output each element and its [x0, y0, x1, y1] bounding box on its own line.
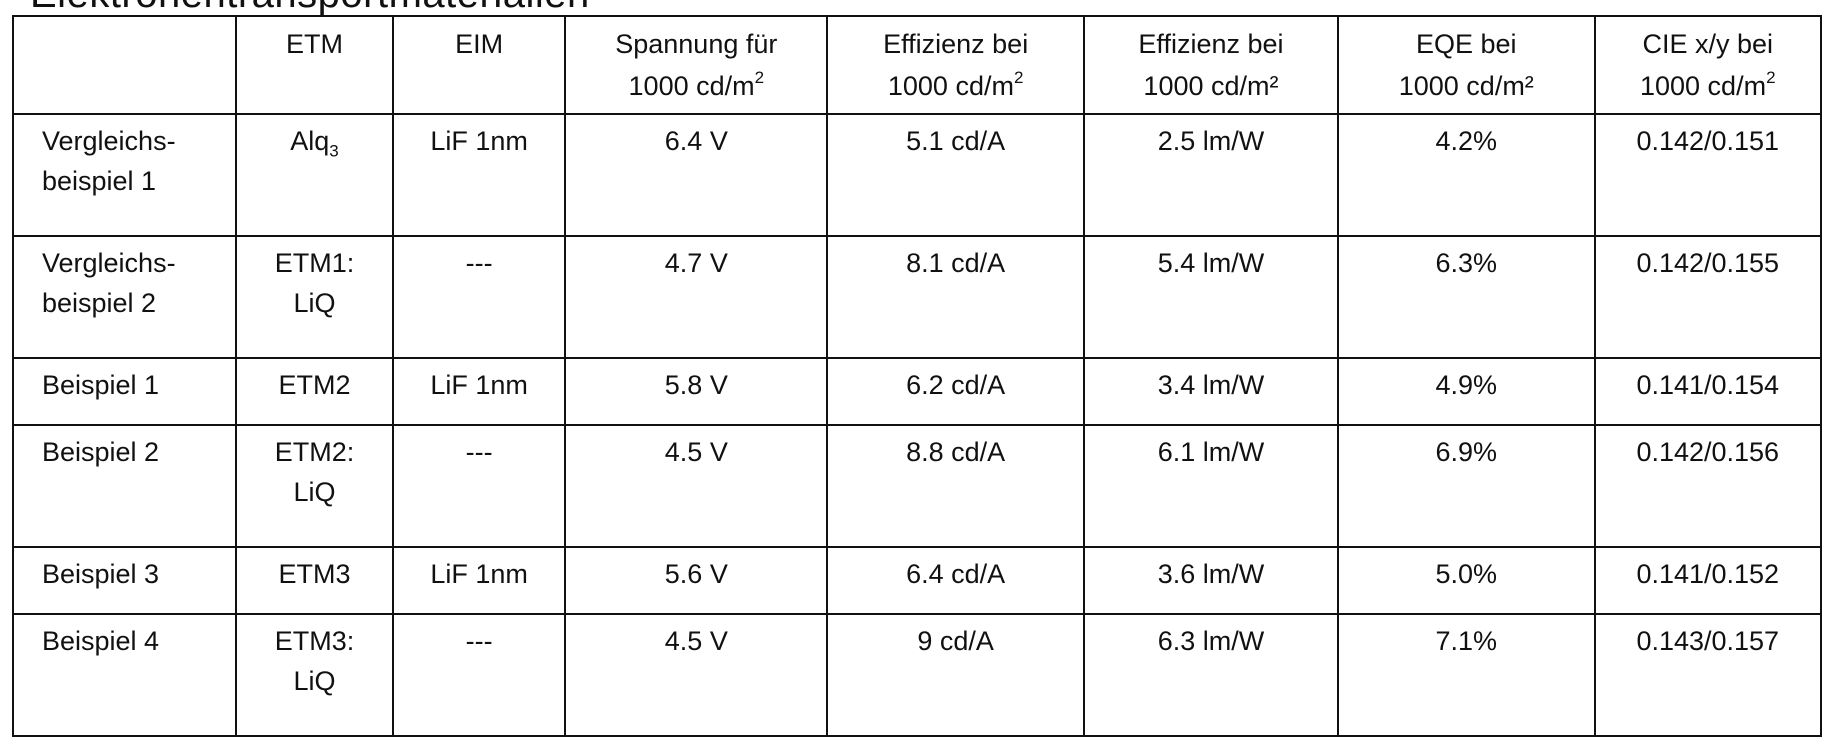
eim-cell: LiF 1nm	[392, 545, 567, 616]
cie-cell: 0.143/0.157	[1593, 613, 1823, 737]
spannung-cell: 4.5 V	[564, 423, 829, 548]
table-row: Vergleichs- beispiel 1 Alq3 LiF 1nm 6.4 …	[12, 113, 1823, 237]
row-label: Beispiel 3	[12, 545, 237, 616]
column-header-spannung: Spannung für 1000 cd/m2	[564, 15, 829, 115]
cie-cell: 0.142/0.156	[1593, 423, 1823, 548]
effizienz-cd-cell: 6.4 cd/A	[826, 545, 1085, 616]
column-header-eim: EIM	[392, 15, 567, 115]
effizienz-lm-cell: 6.3 lm/W	[1082, 613, 1340, 737]
spannung-cell: 5.8 V	[564, 356, 829, 426]
etm-cell: ETM2: LiQ	[234, 423, 395, 548]
spannung-cell: 5.6 V	[564, 545, 829, 616]
eqe-cell: 5.0%	[1337, 545, 1596, 616]
eqe-cell: 7.1%	[1337, 613, 1596, 737]
effizienz-cd-cell: 5.1 cd/A	[826, 113, 1085, 237]
column-header-etm: ETM	[234, 15, 395, 115]
eqe-cell: 4.2%	[1337, 113, 1596, 237]
spannung-cell: 4.7 V	[564, 234, 829, 359]
row-label: Beispiel 1	[12, 356, 237, 426]
page-heading: Elektronentransportmaterialien	[30, 0, 590, 16]
eqe-cell: 4.9%	[1337, 356, 1596, 426]
column-header-effizienz-lm: Effizienz bei 1000 cd/m²	[1082, 15, 1340, 115]
cie-cell: 0.142/0.151	[1593, 113, 1823, 237]
effizienz-lm-cell: 2.5 lm/W	[1082, 113, 1340, 237]
column-header-effizienz-cd: Effizienz bei 1000 cd/m2	[826, 15, 1085, 115]
eim-cell: LiF 1nm	[392, 113, 567, 237]
eim-cell: ---	[392, 613, 567, 737]
spannung-cell: 4.5 V	[564, 613, 829, 737]
table-row: Beispiel 4 ETM3: LiQ --- 4.5 V 9 cd/A 6.…	[12, 613, 1823, 737]
eqe-cell: 6.3%	[1337, 234, 1596, 359]
cie-cell: 0.141/0.154	[1593, 356, 1823, 426]
effizienz-cd-cell: 6.2 cd/A	[826, 356, 1085, 426]
effizienz-lm-cell: 6.1 lm/W	[1082, 423, 1340, 548]
results-table: ETM EIM Spannung für 1000 cd/m2 Effizien…	[12, 15, 1823, 737]
cie-cell: 0.142/0.155	[1593, 234, 1823, 359]
etm-cell: ETM3	[234, 545, 395, 616]
effizienz-cd-cell: 9 cd/A	[826, 613, 1085, 737]
column-header-empty	[12, 15, 237, 115]
eim-cell: ---	[392, 234, 567, 359]
header-row: ETM EIM Spannung für 1000 cd/m2 Effizien…	[12, 15, 1823, 115]
table-row: Beispiel 3 ETM3 LiF 1nm 5.6 V 6.4 cd/A 3…	[12, 545, 1823, 616]
table-row: Beispiel 2 ETM2: LiQ --- 4.5 V 8.8 cd/A …	[12, 423, 1823, 548]
row-label: Vergleichs- beispiel 1	[12, 113, 237, 237]
effizienz-cd-cell: 8.1 cd/A	[826, 234, 1085, 359]
effizienz-lm-cell: 3.4 lm/W	[1082, 356, 1340, 426]
eim-cell: ---	[392, 423, 567, 548]
row-label: Beispiel 2	[12, 423, 237, 548]
etm-cell: ETM3: LiQ	[234, 613, 395, 737]
table-row: Vergleichs- beispiel 2 ETM1: LiQ --- 4.7…	[12, 234, 1823, 359]
spannung-cell: 6.4 V	[564, 113, 829, 237]
effizienz-lm-cell: 3.6 lm/W	[1082, 545, 1340, 616]
effizienz-cd-cell: 8.8 cd/A	[826, 423, 1085, 548]
column-header-eqe: EQE bei 1000 cd/m²	[1337, 15, 1596, 115]
cie-cell: 0.141/0.152	[1593, 545, 1823, 616]
effizienz-lm-cell: 5.4 lm/W	[1082, 234, 1340, 359]
row-label: Beispiel 4	[12, 613, 237, 737]
row-label: Vergleichs- beispiel 2	[12, 234, 237, 359]
eqe-cell: 6.9%	[1337, 423, 1596, 548]
etm-cell: ETM1: LiQ	[234, 234, 395, 359]
table-row: Beispiel 1 ETM2 LiF 1nm 5.8 V 6.2 cd/A 3…	[12, 356, 1823, 426]
eim-cell: LiF 1nm	[392, 356, 567, 426]
column-header-cie: CIE x/y bei 1000 cd/m2	[1593, 15, 1823, 115]
etm-cell: Alq3	[234, 113, 395, 237]
etm-cell: ETM2	[234, 356, 395, 426]
